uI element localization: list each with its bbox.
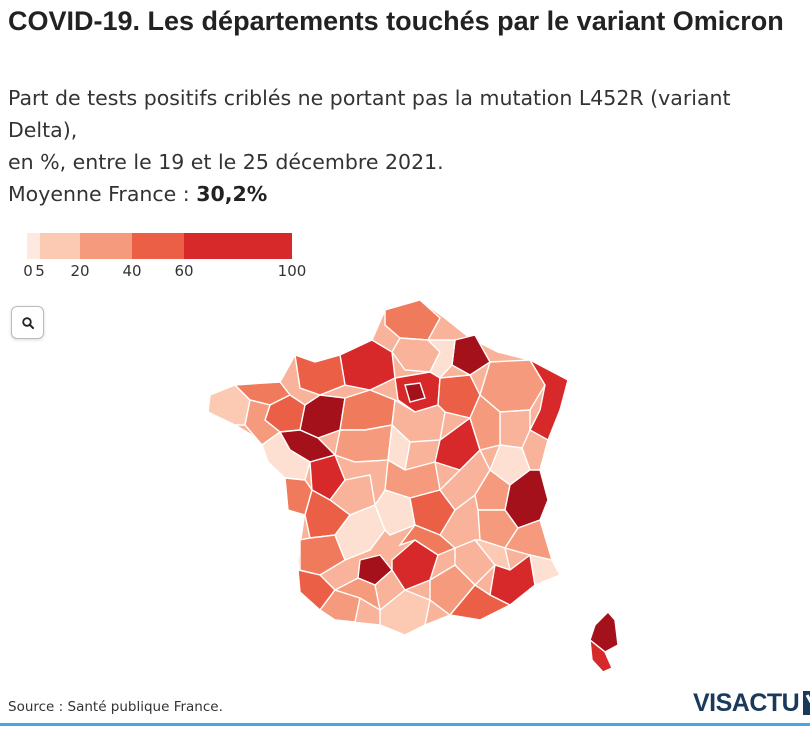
- legend-swatch: [27, 233, 40, 259]
- average-value: 30,2%: [196, 182, 268, 206]
- region-vendee: [261, 430, 311, 481]
- source-note: Source : Santé publique France.: [8, 699, 223, 715]
- color-legend: [27, 233, 292, 259]
- france-map: [207, 299, 619, 673]
- legend-tick: 60: [174, 262, 194, 280]
- region-lot: [357, 554, 393, 586]
- legend-tick: 40: [122, 262, 142, 280]
- region-aveyron: [398, 524, 457, 556]
- region-indre: [334, 424, 393, 463]
- region-alpes-maritimes: [529, 554, 561, 586]
- subtitle-line-2: en %, entre le 19 et le 25 décembre 2021…: [8, 150, 444, 174]
- region-loire: [409, 489, 456, 536]
- average-line: Moyenne France : 30,2%: [8, 178, 798, 210]
- search-icon: [21, 316, 34, 329]
- chart-subtitle: Part de tests positifs criblés ne portan…: [8, 82, 798, 210]
- region-bourgogne: [469, 393, 501, 451]
- legend-tick: 5: [35, 262, 45, 280]
- department-regions: [207, 299, 569, 636]
- region-alsace: [528, 358, 569, 441]
- region-ariege: [379, 589, 431, 636]
- legend-swatch: [40, 233, 80, 259]
- legend-swatch: [80, 233, 132, 259]
- visactu-logo: VISACTU: [693, 688, 810, 717]
- legend-swatch: [132, 233, 184, 259]
- legend-ticks: 0 5 20 40 60 100: [0, 262, 330, 286]
- region-drome: [473, 539, 511, 572]
- region-var: [448, 584, 512, 621]
- legend-tick: 0: [23, 262, 33, 280]
- region-corse-sud: [589, 638, 613, 673]
- footer-rule: [0, 723, 810, 726]
- region-pyrenees-atl: [318, 589, 361, 623]
- average-label: Moyenne France :: [8, 182, 197, 206]
- legend-swatch: [184, 233, 292, 259]
- region-paris-core: [404, 382, 426, 403]
- chart-title: COVID-19. Les départements touchés par l…: [8, 6, 784, 36]
- legend-tick: 20: [70, 262, 90, 280]
- subtitle-line-1: Part de tests positifs criblés ne portan…: [8, 86, 731, 142]
- legend-tick: 100: [277, 262, 307, 280]
- region-gard: [454, 539, 496, 586]
- zoom-button[interactable]: [11, 306, 44, 339]
- region-gers: [333, 577, 381, 612]
- logo-mark-icon: [803, 691, 810, 715]
- logo-text: VISACTU: [693, 688, 800, 717]
- region-normandie-w: [294, 353, 346, 396]
